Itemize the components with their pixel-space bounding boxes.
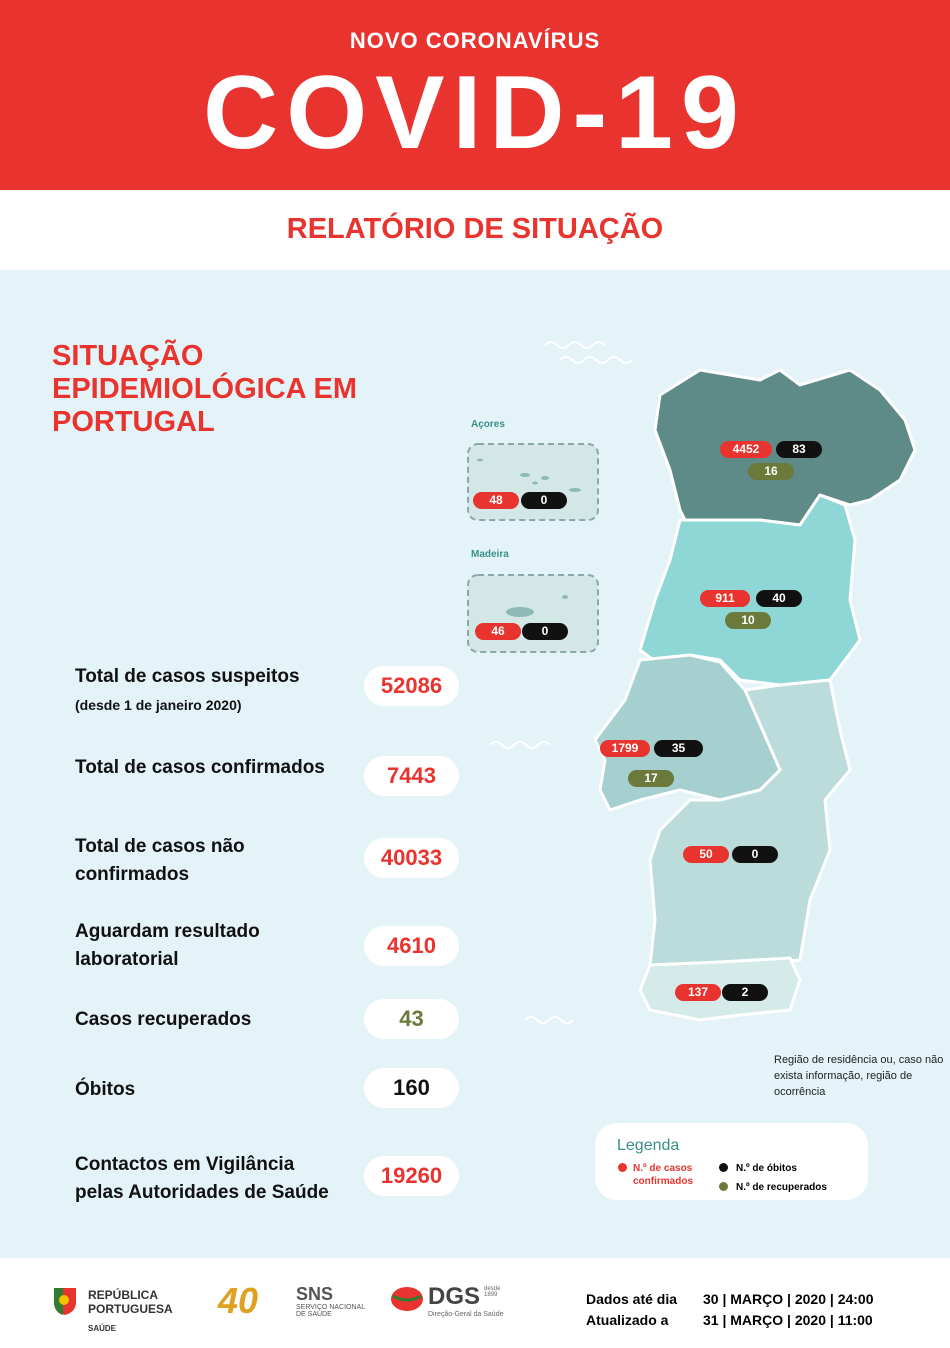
stat-label-text: Casos recuperados bbox=[75, 1009, 252, 1030]
deaths-pill: 40 bbox=[756, 590, 802, 607]
stat-note: (desde 1 de janeiro 2020) bbox=[75, 697, 242, 713]
recovered-pill: 16 bbox=[748, 463, 794, 480]
deaths-pill: 83 bbox=[776, 441, 822, 458]
stat-value: 7443 bbox=[364, 756, 459, 796]
legend-text: N.º de recuperados bbox=[736, 1182, 827, 1193]
island-name: Açores bbox=[471, 419, 505, 430]
date-label: Atualizado a bbox=[586, 1312, 669, 1328]
confirmed-pill: 137 bbox=[675, 984, 721, 1001]
logo-text: desde 1899 bbox=[484, 1286, 501, 1298]
stat-value: 160 bbox=[364, 1068, 459, 1108]
legend: Legenda N.º de casos confirmados N.º de … bbox=[595, 1123, 868, 1200]
logo-text: SERVIÇO NACIONAL DE SAÚDE bbox=[296, 1304, 365, 1318]
date-value: 31 | MARÇO | 2020 | 11:00 bbox=[703, 1312, 873, 1328]
stat-value: 40033 bbox=[364, 838, 459, 878]
title: COVID-19 bbox=[203, 55, 747, 171]
stat-value: 4610 bbox=[364, 926, 459, 966]
stat-label: Total de casos confirmados bbox=[75, 754, 345, 782]
section-title: SITUAÇÃO EPIDEMIOLÓGICA EM PORTUGAL bbox=[52, 340, 358, 438]
stat-label: Contactos em Vigilância pelas Autoridade… bbox=[75, 1151, 345, 1207]
confirmed-pill: 50 bbox=[683, 846, 729, 863]
logo-mark bbox=[391, 1287, 423, 1311]
subtitle-band bbox=[0, 190, 950, 270]
legend-title: Legenda bbox=[617, 1137, 680, 1154]
stat-value: 19260 bbox=[364, 1156, 459, 1196]
deaths-pill: 0 bbox=[732, 846, 778, 863]
legend-dot bbox=[719, 1163, 728, 1172]
stat-value: 52086 bbox=[364, 666, 459, 706]
recovered-pill: 17 bbox=[628, 770, 674, 787]
footer: REPÚBLICA PORTUGUESA SAÚDE 40 SNS SERVIÇ… bbox=[0, 1258, 950, 1348]
logo-shield bbox=[54, 1288, 76, 1315]
logo-text: REPÚBLICA PORTUGUESA bbox=[88, 1288, 173, 1316]
legend-dot bbox=[719, 1182, 728, 1191]
stat-label: Casos recuperados bbox=[75, 1006, 345, 1034]
recovered-pill: 10 bbox=[725, 612, 771, 629]
deaths-pill: 35 bbox=[654, 740, 703, 757]
logo-text: DGS bbox=[428, 1283, 481, 1310]
island-name: Madeira bbox=[471, 549, 509, 560]
logo-text: Direção-Geral da Saúde bbox=[428, 1311, 504, 1318]
stat-label-text: Óbitos bbox=[75, 1079, 136, 1100]
stat-label-text: Total de casos não confirmados bbox=[75, 836, 245, 885]
stat-label-text: Aguardam resultado laboratorial bbox=[75, 921, 260, 970]
deaths-pill: 0 bbox=[521, 492, 567, 509]
header-band bbox=[0, 0, 950, 190]
logo-text: 40 bbox=[218, 1280, 259, 1321]
stat-label-text: Total de casos suspeitos bbox=[75, 666, 300, 687]
confirmed-pill: 4452 bbox=[720, 441, 772, 458]
logo-text: SAÚDE bbox=[88, 1324, 117, 1333]
stat-label: Total de casos suspeitos (desde 1 de jan… bbox=[75, 663, 345, 719]
deaths-pill: 2 bbox=[722, 984, 768, 1001]
map-note: Região de residência ou, caso não exista… bbox=[774, 1054, 944, 1098]
subtitle: RELATÓRIO DE SITUAÇÃO bbox=[286, 213, 664, 245]
deaths-pill: 0 bbox=[522, 623, 568, 640]
confirmed-pill: 48 bbox=[473, 492, 519, 509]
stat-label-text: Total de casos confirmados bbox=[75, 757, 325, 778]
stat-label: Óbitos bbox=[75, 1076, 345, 1104]
confirmed-pill: 911 bbox=[700, 590, 750, 607]
stat-label: Total de casos não confirmados bbox=[75, 833, 345, 889]
confirmed-pill: 1799 bbox=[600, 740, 650, 757]
stat-label-text: Contactos em Vigilância pelas Autoridade… bbox=[75, 1154, 329, 1203]
legend-dot bbox=[618, 1163, 627, 1172]
legend-text: N.º de casos confirmados bbox=[633, 1163, 694, 1187]
date-label: Dados até dia bbox=[586, 1291, 678, 1307]
legend-text: N.º de óbitos bbox=[736, 1163, 797, 1174]
logo-text: SNS bbox=[296, 1284, 334, 1304]
stat-label: Aguardam resultado laboratorial bbox=[75, 918, 345, 974]
confirmed-pill: 46 bbox=[475, 623, 521, 640]
kicker: NOVO CORONAVÍRUS bbox=[349, 28, 601, 53]
stat-value: 43 bbox=[364, 999, 459, 1039]
date-value: 30 | MARÇO | 2020 | 24:00 bbox=[703, 1291, 874, 1307]
